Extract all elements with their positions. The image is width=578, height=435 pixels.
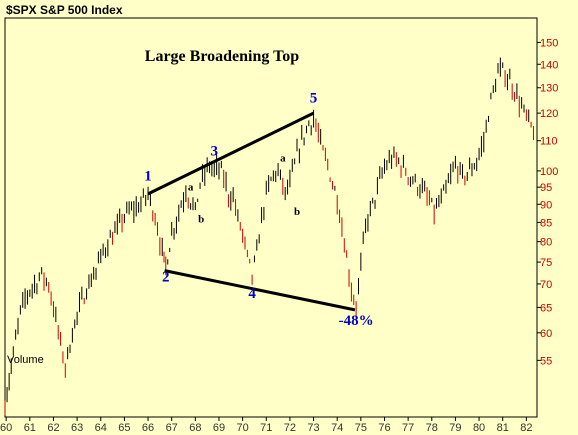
x-tick-label: 80: [473, 422, 485, 434]
y-axis: 55 60 65 70 75 80 85 90 95 100 110 120 130 140 150: [537, 37, 558, 367]
x-tick-label: 81: [497, 422, 509, 434]
x-tick-label: 61: [24, 422, 36, 434]
x-tick-label: 65: [118, 422, 130, 434]
wave-label: 1: [144, 169, 152, 185]
y-tick-label: 120: [540, 108, 558, 120]
y-tick-label: 65: [540, 302, 552, 314]
wave-label: -48%: [339, 313, 374, 329]
x-tick-label: 67: [166, 422, 178, 434]
y-tick-label: 90: [540, 199, 552, 211]
trendlines: [147, 111, 356, 312]
y-tick-label: 140: [540, 59, 558, 71]
wave-label: 3: [211, 143, 219, 159]
x-tick-label: 62: [47, 422, 59, 434]
trendline: [164, 269, 356, 312]
x-tick-label: 72: [284, 422, 296, 434]
wave-label: a: [188, 182, 194, 194]
y-tick-label: 55: [540, 355, 552, 367]
volume-label: Volume: [7, 354, 44, 366]
y-tick-label: 80: [540, 237, 552, 249]
x-tick-label: 63: [71, 422, 83, 434]
y-tick-label: 95: [540, 182, 552, 194]
x-tick-label: 71: [260, 422, 272, 434]
x-tick-label: 70: [237, 422, 249, 434]
x-tick-label: 68: [189, 422, 201, 434]
price-bars: [4, 57, 534, 416]
trendline: [147, 111, 315, 196]
x-axis: 60 61 62 63 64 65 66 67 68 69 70 71 72 73 74 75 76 77 78 79…: [0, 417, 532, 434]
y-tick-label: 100: [540, 166, 558, 178]
y-tick-label: 75: [540, 257, 552, 269]
y-tick-label: 150: [540, 37, 558, 49]
x-tick-label: 82: [520, 422, 532, 434]
wave-label: 2: [162, 270, 170, 286]
y-tick-label: 70: [540, 279, 552, 291]
wave-label: 4: [248, 286, 256, 302]
y-tick-label: 110: [540, 136, 558, 148]
wave-label: 5: [310, 91, 318, 107]
x-tick-label: 77: [402, 422, 414, 434]
wave-label: b: [294, 206, 300, 218]
y-tick-label: 60: [540, 328, 552, 340]
y-tick-label: 130: [540, 83, 558, 95]
chart-title: Large Broadening Top: [145, 48, 300, 65]
wave-label: a: [280, 153, 286, 165]
x-tick-label: 69: [213, 422, 225, 434]
x-tick-label: 76: [378, 422, 390, 434]
wave-label: b: [198, 213, 204, 225]
x-tick-label: 64: [95, 422, 107, 434]
x-tick-label: 73: [307, 422, 319, 434]
chart-header: $SPX S&P 500 Index: [6, 3, 123, 17]
x-tick-label: 60: [0, 422, 12, 434]
y-tick-label: 85: [540, 217, 552, 229]
x-tick-label: 78: [426, 422, 438, 434]
x-tick-label: 66: [142, 422, 154, 434]
wave-labels: 1 2 3 4 5 a b a b -48%: [144, 91, 373, 329]
x-tick-label: 75: [355, 422, 367, 434]
x-tick-label: 79: [449, 422, 461, 434]
plot-area: [4, 17, 538, 418]
x-tick-label: 74: [331, 422, 343, 434]
